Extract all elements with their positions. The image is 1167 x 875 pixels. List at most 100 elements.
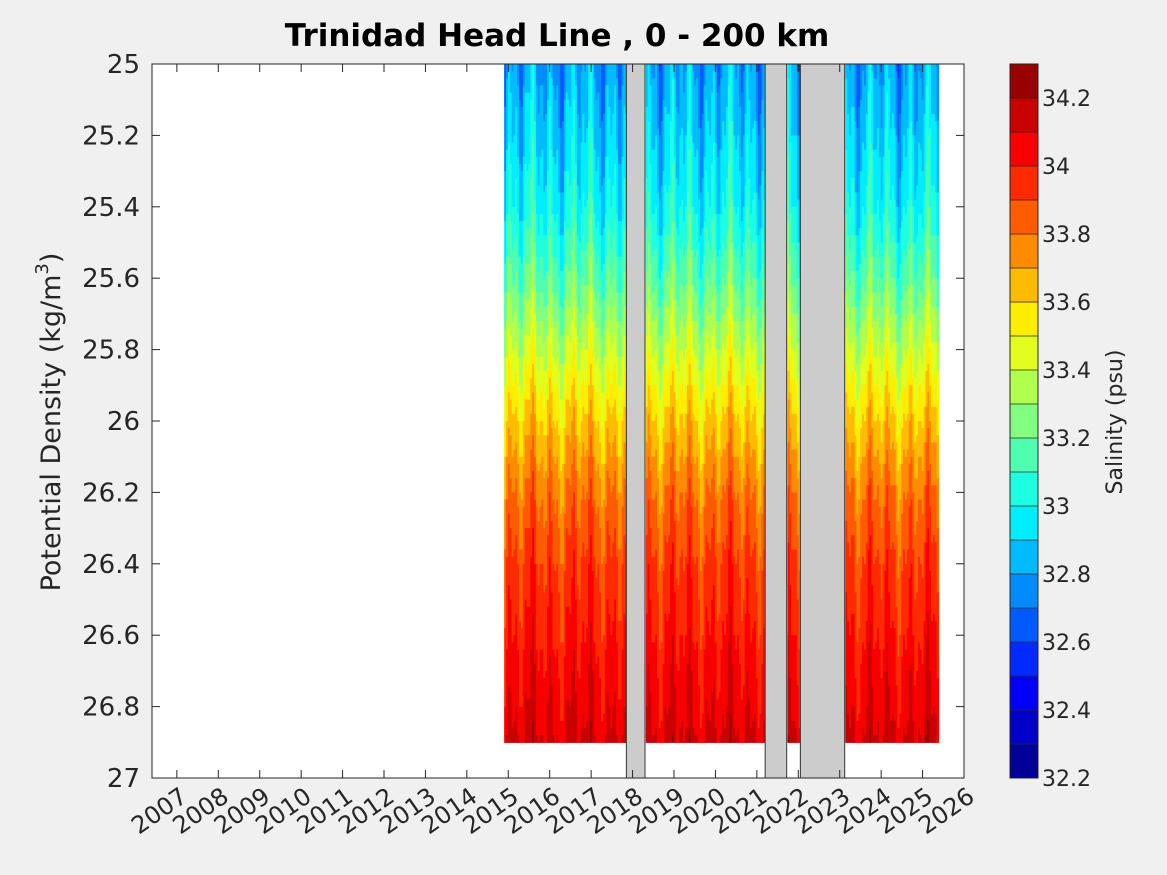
salinity-cell (537, 549, 541, 558)
salinity-cell (539, 513, 543, 522)
salinity-cell (552, 71, 556, 79)
salinity-cell (556, 64, 559, 72)
salinity-cell (520, 706, 524, 715)
salinity-cell (545, 556, 548, 565)
salinity-cell (513, 342, 516, 351)
salinity-cell (507, 313, 511, 322)
salinity-cell (541, 206, 544, 215)
salinity-cell (550, 435, 554, 444)
salinity-cell (522, 599, 526, 608)
salinity-cell (520, 285, 524, 294)
salinity-cell (513, 185, 516, 194)
salinity-cell (532, 92, 535, 101)
salinity-cell (547, 113, 550, 122)
salinity-cell (548, 628, 552, 636)
salinity-cell (533, 113, 537, 122)
salinity-cell (541, 592, 544, 601)
salinity-cell (548, 413, 552, 422)
salinity-cell (545, 421, 548, 429)
salinity-cell (511, 199, 515, 208)
salinity-cell (556, 706, 559, 715)
salinity-cell (511, 113, 515, 122)
salinity-cell (556, 385, 559, 394)
salinity-cell (522, 549, 526, 558)
salinity-cell (530, 92, 533, 101)
salinity-cell (535, 292, 539, 301)
salinity-cell (519, 263, 522, 272)
salinity-cell (504, 549, 507, 558)
salinity-cell (509, 613, 513, 622)
salinity-cell (556, 692, 559, 701)
salinity-cell (526, 371, 529, 379)
salinity-cell (522, 656, 526, 665)
salinity-cell (532, 142, 535, 151)
salinity-cell (541, 71, 544, 79)
salinity-cell (532, 485, 535, 493)
salinity-cell (533, 442, 537, 451)
salinity-cell (509, 735, 513, 743)
salinity-cell (541, 399, 544, 408)
salinity-cell (522, 699, 526, 708)
salinity-cell (504, 385, 507, 394)
salinity-cell (545, 99, 548, 108)
salinity-cell (550, 206, 554, 215)
salinity-cell (547, 570, 550, 579)
salinity-cell (530, 692, 533, 701)
salinity-cell (528, 278, 531, 286)
salinity-cell (504, 321, 507, 329)
salinity-cell (520, 71, 524, 79)
salinity-cell (552, 685, 556, 693)
salinity-cell (548, 613, 552, 622)
salinity-cell (511, 585, 515, 593)
salinity-cell (507, 613, 511, 622)
salinity-cell (519, 106, 522, 115)
salinity-cell (511, 649, 515, 658)
salinity-cell (539, 71, 543, 79)
salinity-cell (526, 570, 529, 579)
salinity-cell (520, 549, 524, 558)
salinity-cell (554, 299, 557, 308)
salinity-cell (526, 656, 529, 665)
salinity-cell (511, 392, 515, 401)
salinity-cell (548, 78, 552, 87)
salinity-cell (535, 328, 539, 336)
salinity-cell (528, 470, 531, 479)
salinity-cell (524, 249, 528, 258)
salinity-cell (541, 685, 544, 693)
salinity-cell (528, 563, 531, 572)
salinity-cell (537, 171, 541, 179)
salinity-cell (539, 128, 543, 136)
salinity-cell (548, 378, 552, 386)
salinity-cell (509, 213, 513, 222)
salinity-cell (528, 163, 531, 172)
salinity-cell (541, 556, 544, 565)
salinity-cell (535, 299, 539, 308)
salinity-cell (519, 592, 522, 601)
salinity-cell (560, 478, 563, 486)
salinity-cell (543, 556, 546, 565)
salinity-cell (528, 85, 531, 94)
salinity-cell (506, 256, 509, 265)
salinity-cell (520, 106, 524, 115)
salinity-cell (558, 299, 561, 308)
salinity-cell (526, 363, 529, 372)
salinity-cell (530, 85, 533, 94)
salinity-cell (558, 378, 561, 386)
salinity-cell (519, 535, 522, 543)
salinity-cell (543, 321, 546, 329)
salinity-cell (543, 178, 546, 186)
salinity-cell (550, 585, 554, 593)
salinity-cell (517, 342, 520, 351)
salinity-cell (543, 620, 546, 629)
salinity-cell (541, 199, 544, 208)
salinity-cell (537, 185, 541, 194)
salinity-cell (507, 563, 511, 572)
salinity-cell (524, 513, 528, 522)
salinity-cell (515, 149, 518, 158)
salinity-cell (520, 263, 524, 272)
salinity-cell (517, 106, 520, 115)
salinity-cell (519, 578, 522, 586)
salinity-cell (513, 78, 516, 87)
salinity-cell (558, 385, 561, 394)
salinity-cell (524, 570, 528, 579)
